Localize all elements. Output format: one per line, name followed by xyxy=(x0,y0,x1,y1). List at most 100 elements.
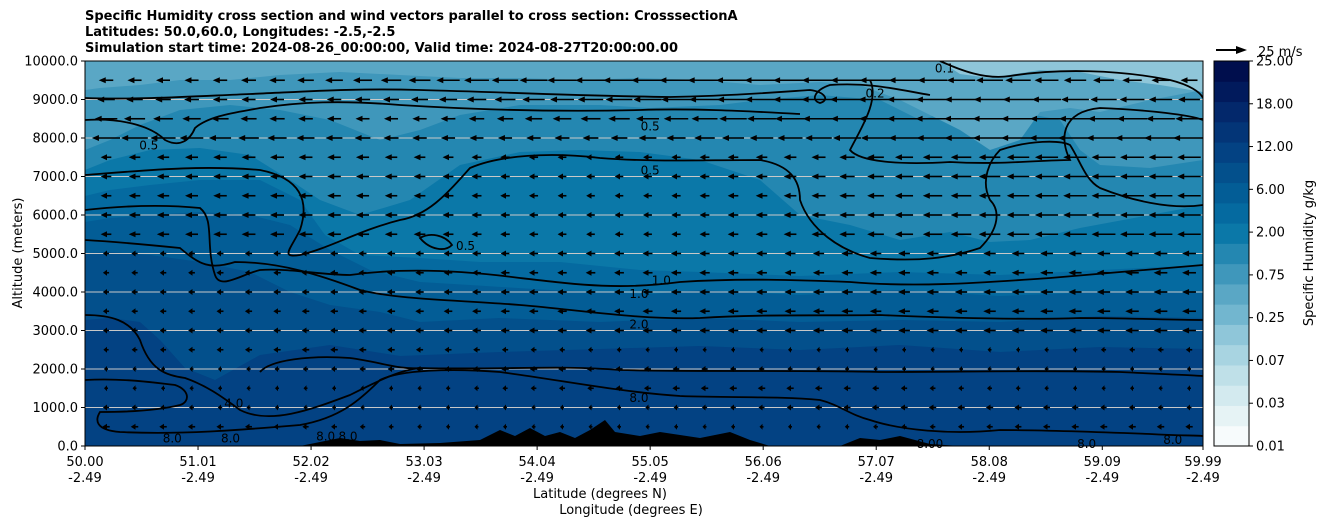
wind-vector-head-524 xyxy=(585,327,592,334)
wind-vector-head-704 xyxy=(159,423,164,430)
y-tick-label-6: 6000.0 xyxy=(33,209,79,224)
wind-vector-head-547 xyxy=(131,346,136,353)
wind-vector-head-734 xyxy=(1014,423,1019,430)
wind-vector-head-712 xyxy=(388,423,392,430)
wind-vector-head-247 xyxy=(471,192,478,199)
wind-vector-head-166 xyxy=(384,154,392,161)
wind-vector-head-242 xyxy=(327,192,335,199)
wind-vector-head-291 xyxy=(614,212,620,218)
contour-label-10: 8.0 xyxy=(629,391,648,405)
colorbar-tick-label-2: 0.07 xyxy=(1256,354,1285,369)
wind-vector-head-320 xyxy=(327,231,335,238)
wind-vector-head-189 xyxy=(1034,154,1042,161)
wind-vector-head-74 xyxy=(1090,96,1098,103)
wind-vector-head-15 xyxy=(519,77,527,84)
wind-vector-head-129 xyxy=(440,135,448,141)
wind-vector-head-464 xyxy=(1096,289,1104,295)
y-tick-label-4: 4000.0 xyxy=(33,286,79,301)
wind-vector-head-695 xyxy=(1014,404,1019,411)
wind-vector-head-624 xyxy=(104,385,107,392)
wind-vector-head-263 xyxy=(922,192,930,199)
wind-vector-head-118 xyxy=(121,135,129,141)
wind-vector-head-175 xyxy=(643,154,649,161)
wind-vector-head-273 xyxy=(100,212,107,218)
wind-vector-head-631 xyxy=(303,385,307,392)
wind-vector-head-679 xyxy=(560,404,563,411)
wind-vector-head-342 xyxy=(950,231,958,238)
wind-vector-head-106 xyxy=(887,115,895,122)
wind-vector-head-423 xyxy=(1040,269,1048,276)
wind-vector-head-525 xyxy=(614,327,620,334)
wind-vector-head-501 xyxy=(1040,308,1048,315)
wind-vector-head-692 xyxy=(928,404,934,411)
wind-vector-head-57 xyxy=(605,96,613,103)
colorbar-tick-label-3: 0.25 xyxy=(1256,311,1285,326)
wind-vector-head-374 xyxy=(756,250,763,257)
wind-vector-head-571 xyxy=(816,346,820,353)
wind-vector-head-158 xyxy=(156,154,164,161)
wind-vector-head-101 xyxy=(747,115,755,122)
wind-vector-head-154 xyxy=(1144,135,1152,141)
wind-vector-head-133 xyxy=(554,135,562,141)
wind-vector-head-420 xyxy=(954,269,962,276)
wind-vector-head-162 xyxy=(270,154,278,161)
wind-vector-head-23 xyxy=(744,77,752,84)
wind-vector-head-491 xyxy=(756,308,763,315)
wind-vector-head-339 xyxy=(867,231,875,238)
wind-vector-head-706 xyxy=(216,423,221,430)
wind-vector-head-220 xyxy=(811,173,819,180)
wind-vector-head-639 xyxy=(530,385,535,392)
wind-vector-head-641 xyxy=(587,385,592,392)
wind-vector-head-299 xyxy=(839,212,847,218)
wind-vector-head-294 xyxy=(699,212,706,218)
wind-vector-head-313 xyxy=(128,231,136,238)
wind-vector-head-218 xyxy=(755,173,763,180)
wind-vector-head-709 xyxy=(302,423,307,430)
wind-vector-head-135 xyxy=(610,135,618,141)
wind-vector-head-418 xyxy=(898,269,905,276)
wind-vector-head-473 xyxy=(244,308,250,315)
wind-vector-head-165 xyxy=(355,154,363,161)
wind-vector-head-727 xyxy=(816,423,820,430)
wind-vector-head-533 xyxy=(841,327,848,334)
wind-vector-head-504 xyxy=(1125,308,1133,315)
wind-vector-head-6 xyxy=(269,77,277,84)
wind-vector-head-497 xyxy=(926,308,934,315)
wind-vector-head-550 xyxy=(216,346,221,353)
contour-line-8.0-inner xyxy=(259,356,421,373)
wind-vector-head-507 xyxy=(102,327,107,334)
wind-vector-head-344 xyxy=(1006,231,1014,238)
wind-vector-head-699 xyxy=(1129,404,1133,411)
wind-vector-head-269 xyxy=(1091,192,1099,199)
wind-vector-head-674 xyxy=(417,404,421,411)
wind-vector-head-657 xyxy=(1044,385,1048,392)
wind-vector-head-102 xyxy=(774,115,782,122)
wind-vector-head-80 xyxy=(153,115,161,122)
x-tick-label-lon-4: -2.49 xyxy=(520,471,554,486)
contour-label-16: 8.0 xyxy=(1077,437,1096,451)
wind-vector-head-9 xyxy=(352,77,360,84)
wind-vector-head-490 xyxy=(727,308,734,315)
wind-vector-head-234 xyxy=(100,192,107,199)
wind-vector-head-511 xyxy=(216,327,221,334)
wind-vector-head-582 xyxy=(1129,346,1133,353)
wind-vector-head-677 xyxy=(503,404,506,411)
wind-vector-head-406 xyxy=(557,269,563,276)
wind-vector-head-568 xyxy=(731,346,734,353)
wind-vector-head-588 xyxy=(189,366,193,372)
wind-vector-head-664 xyxy=(131,404,136,411)
wind-vector-head-538 xyxy=(983,327,991,334)
wind-vector-head-637 xyxy=(474,385,478,392)
wind-vector-head-113 xyxy=(1087,115,1095,122)
wind-vector-head-502 xyxy=(1068,308,1076,315)
wind-vector-head-257 xyxy=(755,192,763,199)
wind-vector-head-232 xyxy=(1148,173,1156,180)
wind-vector-head-670 xyxy=(303,404,307,411)
wind-vector-head-466 xyxy=(1153,289,1161,295)
wind-vector-head-306 xyxy=(1034,212,1042,218)
wind-vector-head-628 xyxy=(218,385,221,392)
x-tick-label-lon-9: -2.49 xyxy=(1085,471,1119,486)
contour-label-9: 4.0 xyxy=(224,397,243,411)
wind-vector-head-311 xyxy=(1177,212,1185,218)
wind-vector-head-554 xyxy=(330,346,335,353)
